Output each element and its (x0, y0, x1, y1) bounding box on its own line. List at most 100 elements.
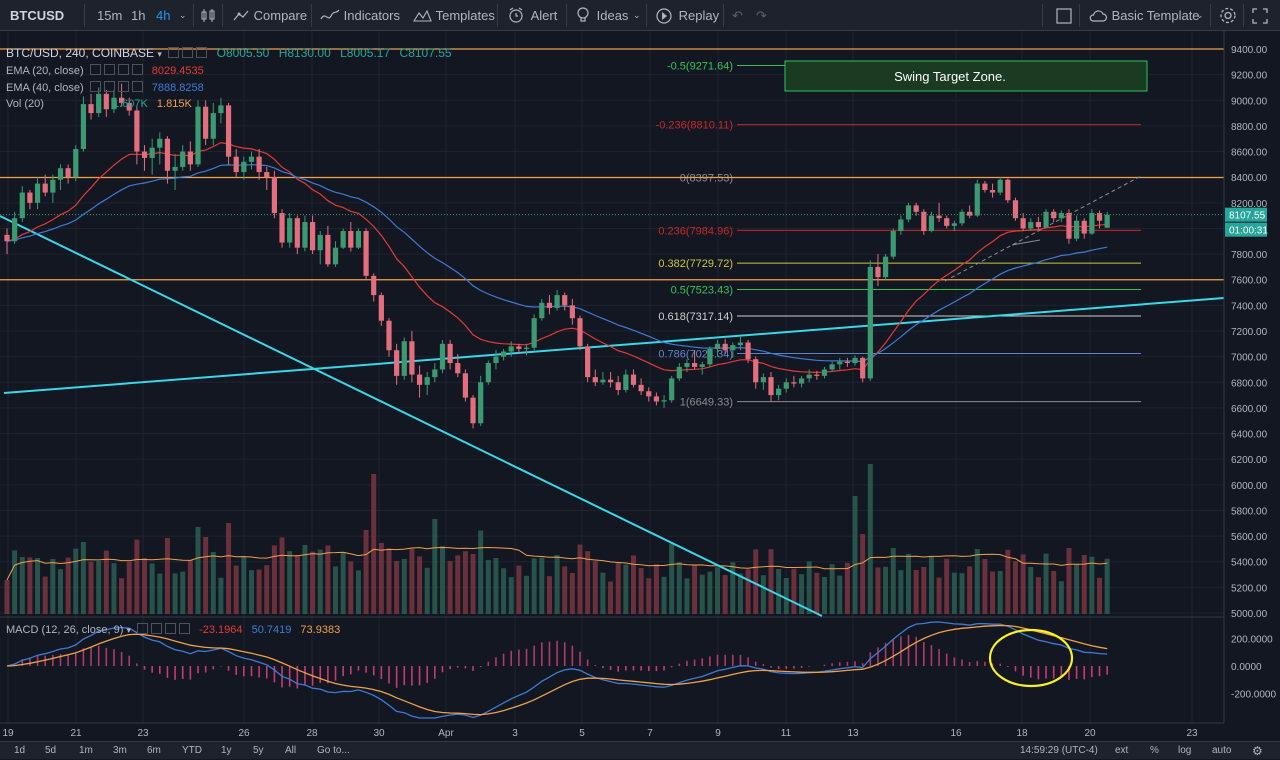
range-3m[interactable]: 3m (113, 745, 127, 756)
time-tick-label: 23 (1186, 728, 1198, 739)
ideas-dropdown-icon[interactable]: ⌄ (633, 10, 641, 20)
basic-template-button[interactable]: Basic Template (1088, 0, 1200, 31)
price-tick-label: 9400.00 (1231, 45, 1268, 56)
legend-eye-icon[interactable] (89, 81, 101, 92)
time-tick-label: 3 (512, 728, 518, 739)
range-ytd[interactable]: YTD (182, 745, 202, 756)
price-chart[interactable]: -0.5(9271.64) -0.236(8810.11) 0(8397.53) 0.… (0, 31, 1280, 759)
legend-settings-icon[interactable] (151, 623, 163, 634)
range-1y[interactable]: 1y (221, 745, 232, 756)
range-6m[interactable]: 6m (147, 745, 161, 756)
templates-button[interactable]: Templates (412, 0, 495, 31)
volume-bar (302, 545, 308, 614)
range-1m[interactable]: 1m (79, 745, 93, 756)
candle-down (187, 151, 193, 165)
volume-legend[interactable]: Vol (20) 1.607K 1.815K (6, 98, 192, 110)
range-1d[interactable]: 1d (14, 745, 26, 756)
goto-button[interactable]: Go to... (317, 745, 350, 756)
volume-bar (264, 565, 270, 614)
trend-line[interactable] (1011, 239, 1041, 246)
log-toggle[interactable]: log (1178, 745, 1192, 756)
legend-dropdown-icon[interactable]: ▾ (126, 625, 131, 635)
legend-more-icon[interactable] (179, 623, 191, 634)
candle-up (821, 369, 828, 376)
fullscreen-icon[interactable] (1252, 0, 1268, 31)
annotations[interactable]: Swing Target Zone. (784, 60, 1148, 688)
price-axis[interactable]: 9400.00 9200.00 9000.00 8800.00 8600.00 8400.… (0, 31, 1276, 723)
legend-close-icon[interactable] (117, 64, 129, 75)
volume-bar (1043, 553, 1049, 614)
legend-more-icon[interactable] (131, 64, 143, 75)
gear-icon[interactable]: ⚙ (1252, 744, 1263, 758)
percent-toggle[interactable]: % (1150, 745, 1159, 756)
volume-bar (455, 555, 461, 614)
interval-dropdown-icon[interactable]: ⌄ (179, 10, 187, 20)
legend-close-icon[interactable] (117, 81, 129, 92)
legend-eye-icon[interactable] (168, 47, 180, 58)
legend-close-icon[interactable] (165, 623, 177, 634)
candle-up (218, 105, 224, 114)
fibonacci-retracement[interactable]: -0.5(9271.64) -0.236(8810.11) 0(8397.53) 0.… (656, 60, 1141, 409)
volume-bar (279, 537, 285, 614)
candle-up (248, 156, 255, 162)
volume-bar (256, 569, 262, 614)
legend-eye-icon[interactable] (137, 623, 149, 634)
horizontal-lines[interactable] (0, 48, 1224, 281)
support-trend-line[interactable] (3, 297, 1225, 394)
range-all[interactable]: All (285, 745, 297, 756)
ema20-legend[interactable]: EMA (20, close) 8029.4535 (6, 64, 204, 77)
volume-bar (19, 557, 25, 614)
symbol-search[interactable]: BTCUSD (10, 8, 65, 23)
dashed-trend-line[interactable] (944, 175, 1142, 282)
candle-up (730, 345, 736, 351)
price-tick-label: 5600.00 (1231, 532, 1268, 543)
alert-button[interactable]: Alert (507, 0, 557, 31)
auto-toggle[interactable]: auto (1212, 745, 1232, 756)
legend-settings-icon[interactable] (103, 81, 115, 92)
compare-button[interactable]: Compare (232, 0, 307, 31)
candles-style-icon[interactable] (200, 0, 216, 31)
trend-lines[interactable] (0, 175, 1225, 617)
macd-legend[interactable]: MACD (12, 26, close, 9) ▾ -23.1964 50.74… (6, 623, 341, 636)
legend-dropdown-icon[interactable]: ▾ (157, 49, 162, 59)
highlight-ellipse[interactable] (988, 628, 1074, 688)
downtrend-line[interactable] (0, 215, 823, 617)
interval-15m[interactable]: 15m (97, 8, 123, 23)
candle-down (577, 318, 583, 347)
gear-icon[interactable] (1218, 0, 1238, 31)
legend-more-icon[interactable] (131, 81, 143, 92)
volume-bar (997, 571, 1003, 614)
countdown-badge (1225, 222, 1267, 237)
range-5y[interactable]: 5y (253, 745, 264, 756)
candle-up (210, 113, 216, 139)
interval-4h[interactable]: 4h (156, 8, 171, 23)
range-5d[interactable]: 5d (45, 745, 57, 756)
candle-down (394, 350, 400, 376)
legend-more-icon[interactable] (196, 47, 208, 58)
interval-1h[interactable]: 1h (131, 8, 146, 23)
volume-bar (569, 573, 575, 614)
swing-target-zone-box[interactable] (784, 60, 1148, 92)
time-axis[interactable]: 19 21 23 26 28 30 Apr 3 5 7 9 11 13 16 18 20 23 (0, 722, 1224, 739)
fib-level-label: -0.5(9271.64) (667, 60, 733, 72)
ideas-button[interactable]: Ideas (575, 0, 628, 31)
legend-settings-icon[interactable] (103, 64, 115, 75)
fib-level-label: 0.382(7729.72) (658, 258, 733, 270)
candle-down (860, 357, 866, 379)
redo-icon[interactable]: ↷ (756, 8, 767, 23)
template-dropdown-icon[interactable]: ⌄ (1196, 10, 1204, 20)
undo-icon[interactable]: ↶ (732, 8, 743, 23)
replay-button[interactable]: Replay (655, 0, 719, 31)
ema40-legend[interactable]: EMA (40, close) 7888.8258 (6, 81, 204, 94)
ext-toggle[interactable]: ext (1115, 745, 1129, 756)
main-legend[interactable]: BTC/USD, 240, COINBASE ▾ O8005.50 H8130.… (6, 46, 452, 60)
fullscreen-layout-icon[interactable] (1056, 0, 1072, 31)
candle-up (951, 223, 957, 226)
candle-down (103, 93, 109, 110)
legend-eye-icon[interactable] (89, 64, 101, 75)
fib-level-label: 0.236(7984.96) (658, 225, 733, 237)
top-toolbar: BTCUSD 15m 1h 4h ⌄ Compare Indicators Te… (0, 0, 1280, 31)
legend-settings-icon[interactable] (182, 47, 194, 58)
indicators-button[interactable]: Indicators (320, 0, 400, 31)
volume-bar (73, 548, 79, 614)
